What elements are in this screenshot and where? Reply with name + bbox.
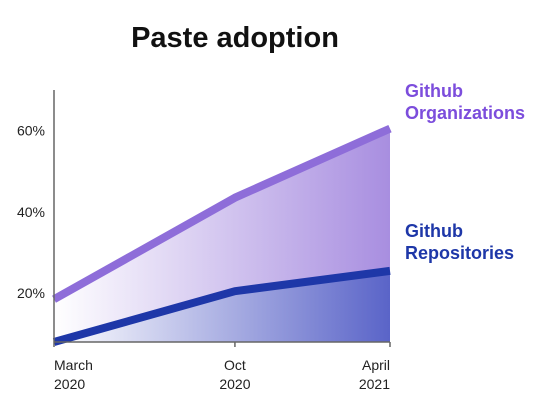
chart-title: Paste adoption — [131, 22, 339, 54]
series-lines — [52, 124, 392, 346]
y-tick-label: 20% — [17, 285, 45, 301]
line-organizations — [52, 124, 392, 303]
series-labels: Github Organizations Github Repositories — [405, 81, 525, 263]
line-repositories — [52, 266, 391, 346]
y-tick-labels: 20% 40% 60% — [17, 123, 45, 302]
x-tick-label: Oct 2020 — [219, 357, 250, 392]
area-repositories — [54, 270, 390, 342]
x-tick-label: March 2020 — [54, 357, 93, 392]
y-tick-label: 40% — [17, 204, 45, 220]
y-tick-label: 60% — [17, 123, 45, 139]
series-areas — [54, 128, 390, 342]
x-tick-label: April 2021 — [359, 357, 390, 392]
x-tick-labels: March 2020 Oct 2020 April 2021 — [53, 342, 391, 392]
series-label-repositories: Github Repositories — [405, 221, 514, 263]
series-label-organizations: Github Organizations — [405, 81, 525, 123]
